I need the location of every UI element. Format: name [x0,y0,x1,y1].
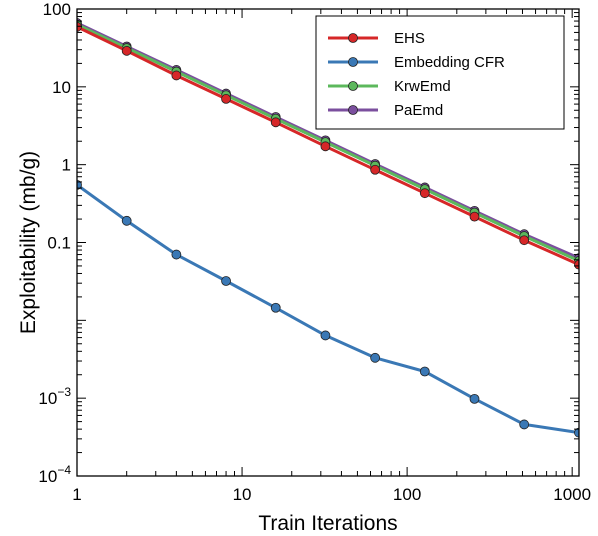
data-point [270,117,281,128]
x-tick-label: 100 [393,485,421,504]
data-point [574,259,579,270]
data-point [370,164,381,175]
x-tick-label: 1000 [553,485,591,504]
x-axis-label: Train Iterations [258,512,397,535]
data-point [469,211,480,222]
data-point [320,330,331,341]
legend-swatch-marker [348,81,358,91]
data-point [121,45,132,56]
y-axis-label: Exploitability (mb/g) [17,151,40,334]
data-point [419,188,430,199]
y-tick-label: 100 [43,0,71,19]
legend-label: EHS [394,30,425,47]
legend-swatch-marker [348,105,358,115]
y-tick-label: 10−4 [38,463,71,486]
legend-item: KrwEmd [328,78,451,95]
data-point [221,276,231,286]
legend: EHS Embedding CFR KrwEmd PaEmd [315,15,565,130]
data-point [171,70,182,81]
y-tick-label: 10−3 [38,385,71,408]
legend-label: PaEmd [394,102,443,119]
data-point [519,235,530,246]
data-point [419,366,430,377]
y-tick-label: 10 [52,78,71,97]
ticks-layer: 1 10 100 1000 10−4 10−3 0.1 1 10 100 [38,0,591,504]
series-layer [77,18,579,438]
legend-label: KrwEmd [394,78,451,95]
data-point [519,419,530,430]
legend-item: Embedding CFR [328,54,505,71]
series-line [77,183,579,435]
data-point [221,93,231,104]
data-point [77,21,82,32]
data-point [270,302,281,313]
y-tick-label: 1 [62,156,71,175]
data-point [320,141,331,152]
legend-item: PaEmd [328,102,443,119]
legend-label: Embedding CFR [394,54,505,71]
data-point [171,249,182,260]
series-ehs [77,21,579,270]
data-point [469,393,480,404]
legend-item: EHS [328,30,425,47]
x-tick-label: 10 [233,485,252,504]
data-point [121,215,132,226]
legend-swatch-marker [348,33,358,43]
data-point [370,352,381,363]
legend-swatch-marker [348,57,358,67]
data-point [574,427,579,438]
x-tick-label: 1 [72,485,81,504]
series-embedding-cfr [77,179,579,438]
data-point [77,179,82,190]
y-tick-label: 0.1 [47,234,71,253]
